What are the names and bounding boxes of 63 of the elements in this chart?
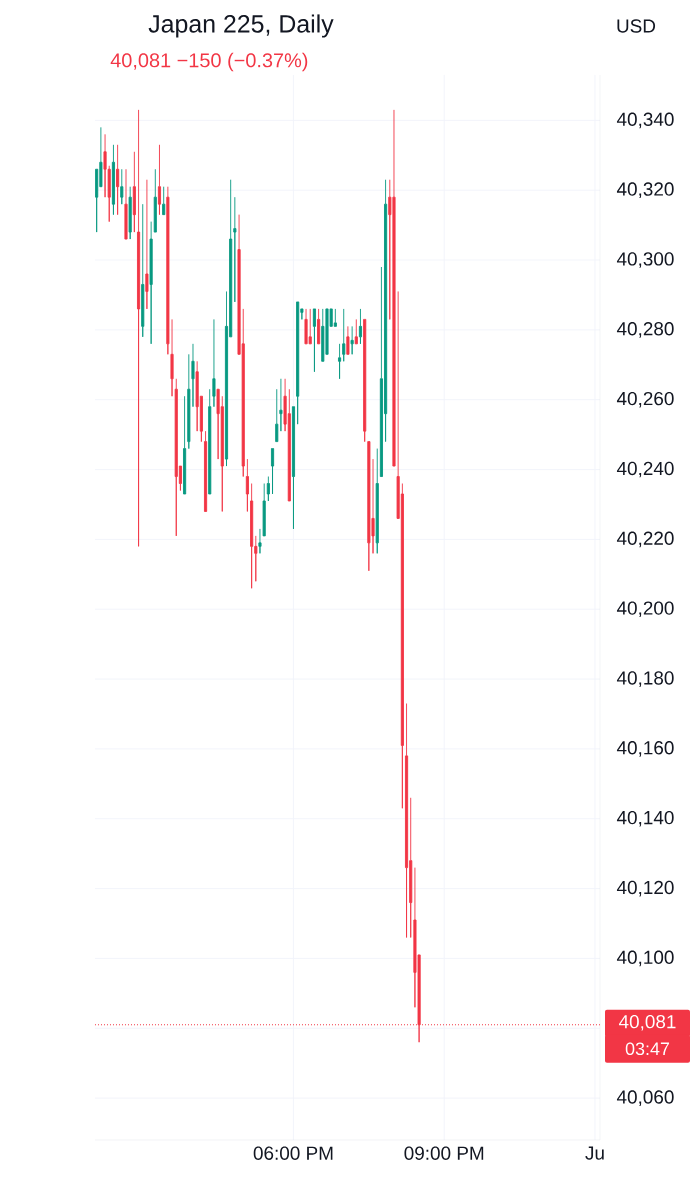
candlestick — [375, 448, 379, 554]
candlestick — [153, 168, 157, 233]
y-tick-label: 40,280 — [616, 322, 674, 338]
chart-title: Japan 225, Daily — [148, 14, 334, 38]
candlestick — [363, 318, 367, 443]
candlestick — [358, 308, 363, 345]
candlestick — [132, 151, 136, 233]
candlestick — [145, 179, 149, 310]
y-tick-label: 40,140 — [616, 810, 674, 827]
candlestick — [111, 144, 115, 216]
y-tick-label: 40,120 — [616, 880, 674, 897]
x-tick-label: 06:00 PM — [253, 1146, 333, 1160]
y-tick-label: 40,260 — [616, 391, 674, 408]
candlestick — [250, 483, 254, 589]
candlestick — [354, 318, 358, 345]
y-tick-label: 40,100 — [616, 950, 674, 967]
candlestick — [404, 703, 409, 938]
ref-line-label: 40,081 — [618, 1014, 676, 1031]
candlestick — [245, 458, 249, 512]
chart-subtitle: 40,081 −150 (−0.37%) — [110, 52, 308, 72]
y-tick-label: 40,340 — [616, 112, 674, 129]
candlestick — [317, 308, 321, 345]
candlestick — [304, 308, 308, 345]
y-tick-label: 40,180 — [616, 671, 674, 687]
candlestick — [183, 395, 187, 495]
candlestick — [308, 308, 312, 345]
candlestick — [392, 109, 396, 467]
y-tick-label: 40,220 — [616, 531, 674, 548]
candlestick — [266, 476, 270, 502]
candlestick — [162, 186, 166, 216]
candlestick — [157, 144, 162, 216]
y-tick-label: 40,300 — [616, 252, 674, 268]
candlestick — [321, 308, 325, 362]
text: USD — [617, 19, 656, 33]
candlestick — [233, 196, 237, 303]
text: 03:47 — [625, 1042, 670, 1056]
y-tick-label: 40,060 — [616, 1090, 674, 1106]
candlestick — [333, 308, 337, 327]
candlestick — [203, 430, 208, 512]
candlestick — [120, 168, 124, 205]
candlestick — [270, 448, 275, 495]
y-tick-label: 40,160 — [616, 741, 674, 757]
candlestick — [367, 441, 371, 572]
candlestick — [116, 144, 120, 216]
candlestick — [137, 109, 141, 547]
x-tick-label: Ju — [585, 1146, 604, 1160]
candlestick — [124, 168, 128, 240]
candlestick — [296, 301, 300, 425]
candlestick — [350, 325, 354, 355]
candlestick — [149, 221, 153, 345]
candlestick — [128, 186, 132, 240]
candlestick — [141, 203, 145, 338]
candlestick — [338, 343, 342, 380]
candlestick — [342, 308, 346, 362]
candlestick — [212, 318, 216, 408]
y-tick-label: 40,240 — [616, 461, 674, 478]
candlestick — [312, 308, 316, 373]
candlestick — [291, 406, 296, 530]
candlestick — [208, 388, 212, 495]
candlestick — [346, 325, 350, 355]
y-tick-label: 40,200 — [616, 601, 674, 618]
x-tick-label: 09:00 PM — [404, 1146, 484, 1160]
y-tick-label: 40,320 — [616, 182, 674, 199]
